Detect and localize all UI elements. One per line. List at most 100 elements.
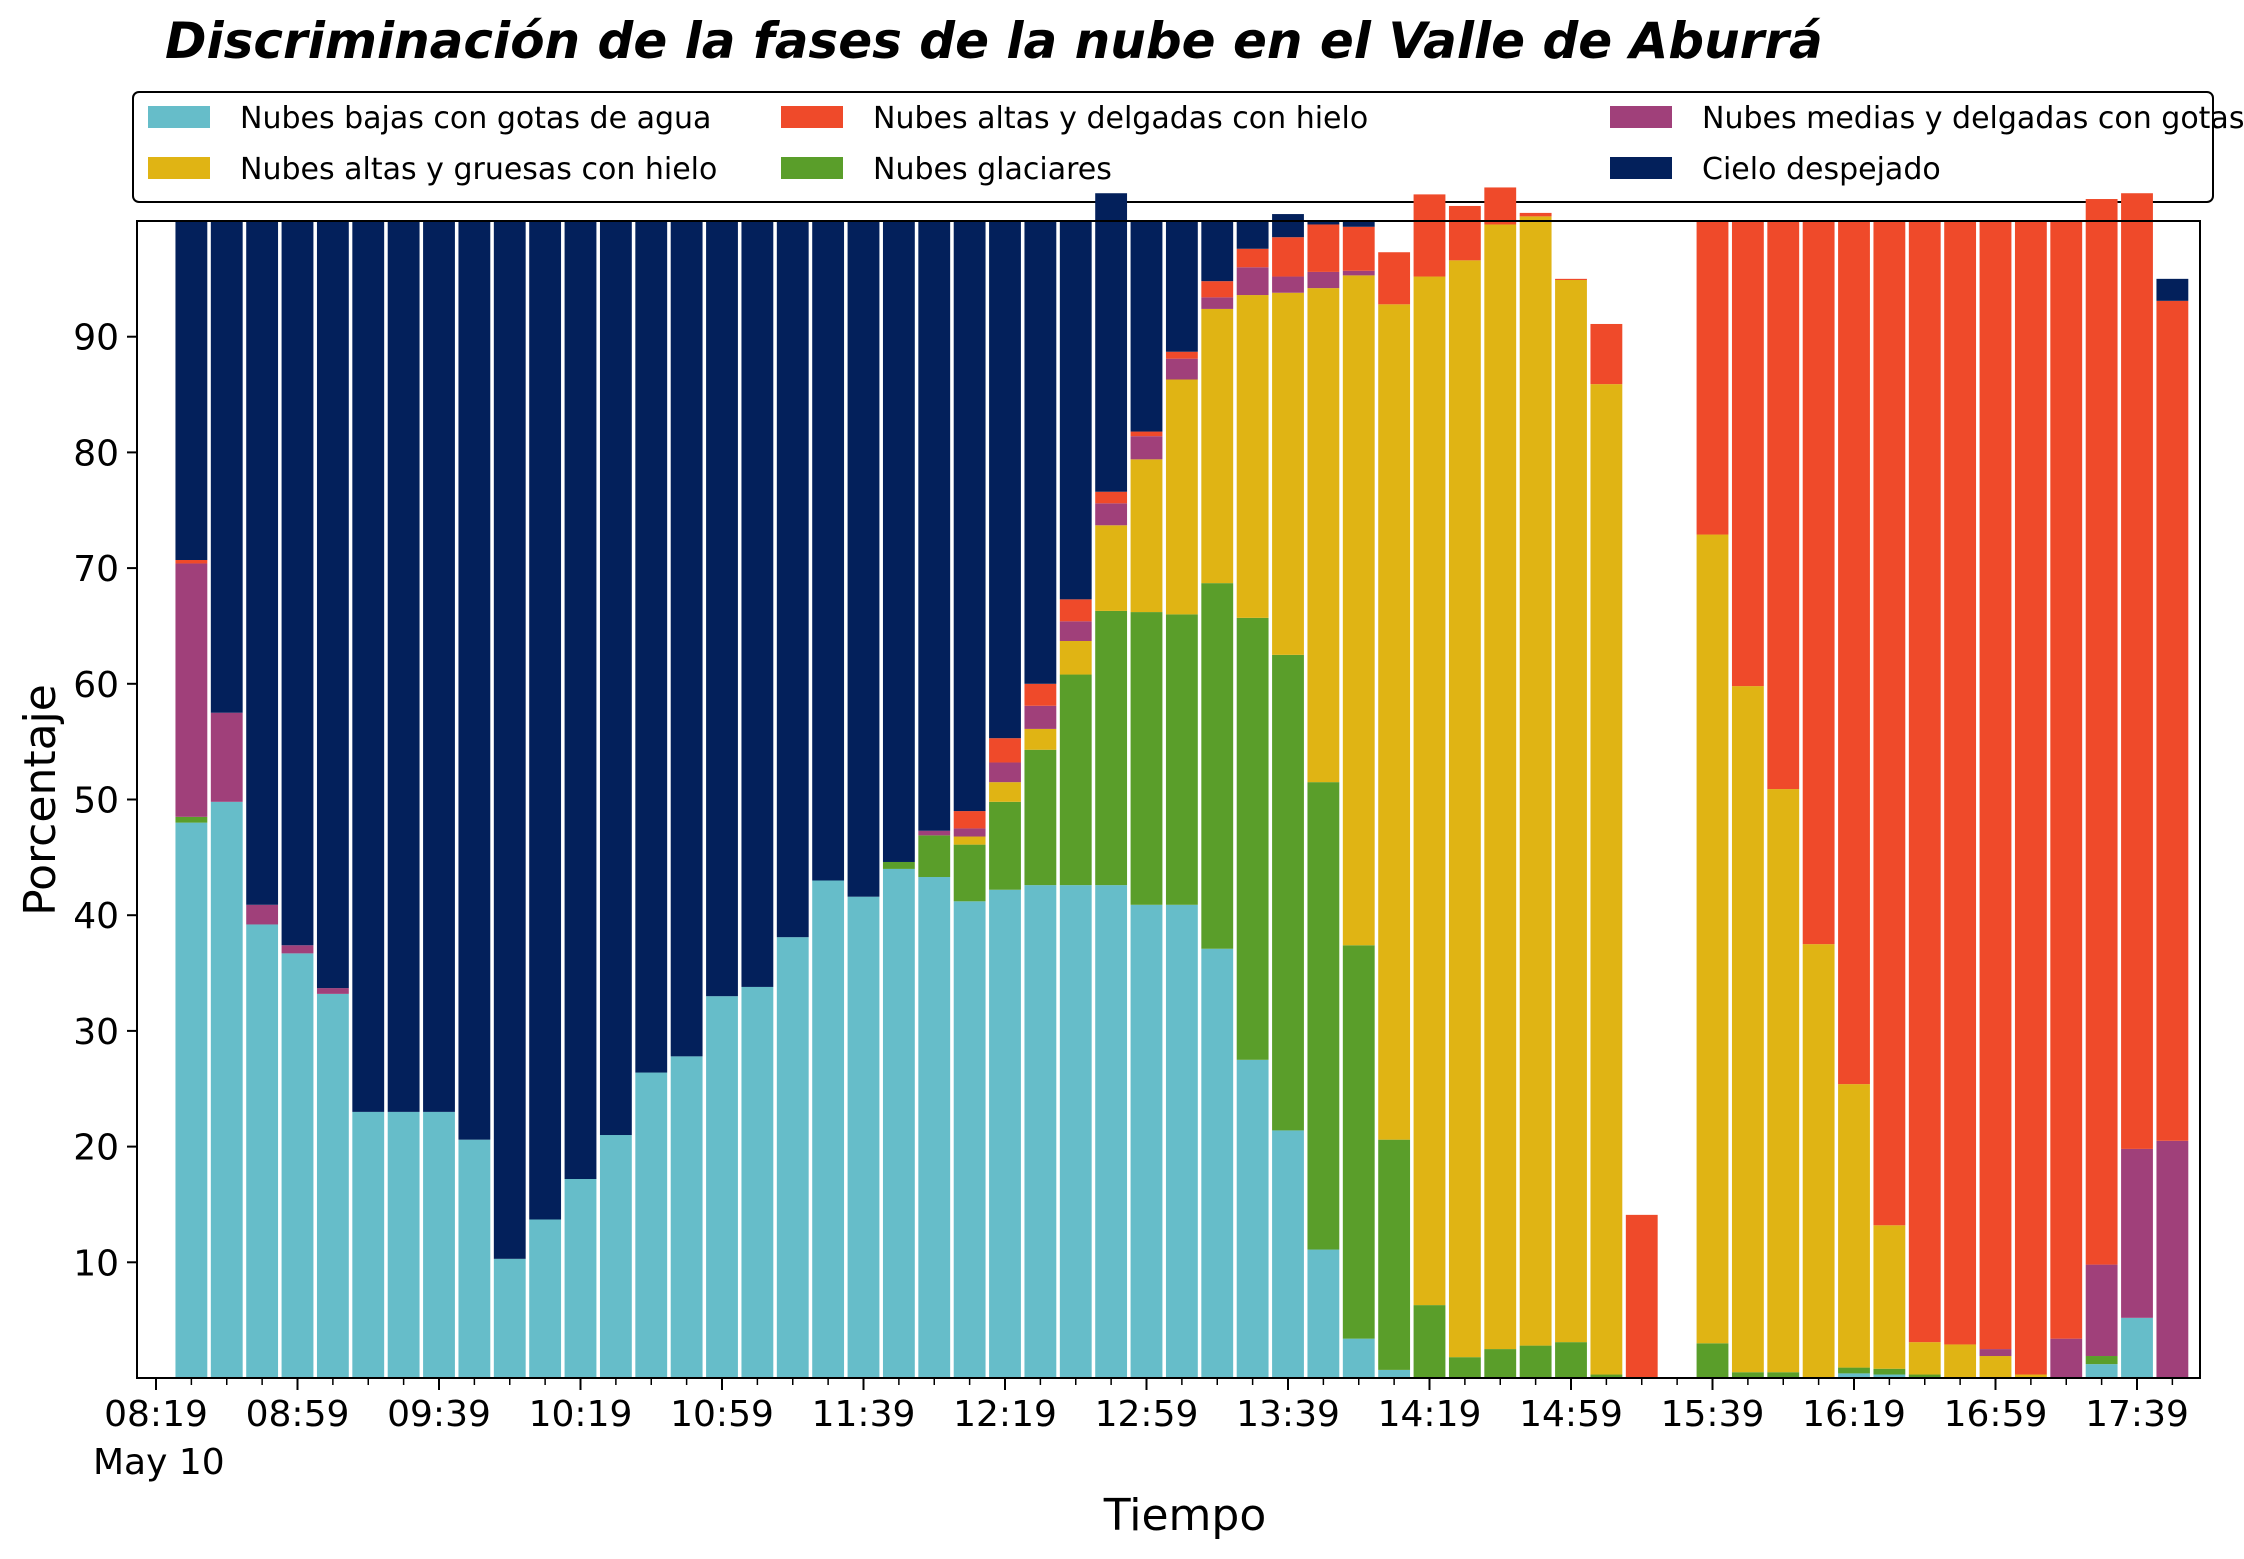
bar-segment-0-11 <box>564 1179 597 1378</box>
bar-segment-0-32 <box>1307 1249 1340 1378</box>
bar-segment-4-28 <box>1165 351 1198 359</box>
bar-segment-2-43 <box>1696 534 1729 1344</box>
legend: Nubes bajas con gotas de agua Nubes altas… <box>132 91 2244 203</box>
legend-swatch-4 <box>781 106 843 128</box>
bar-segment-4-43 <box>1696 221 1729 535</box>
bar-segment-4-51 <box>1979 221 2012 1350</box>
bar-segment-5-25 <box>1059 221 1092 600</box>
bar-segment-4-46 <box>1802 221 1835 945</box>
x-tick-label-2: 09:39 <box>387 1394 491 1435</box>
bar-segment-2-22 <box>953 836 986 845</box>
bar-segment-5-18 <box>812 221 845 881</box>
bar-segment-3-55 <box>2121 1148 2153 1318</box>
bar-segment-4-50 <box>1944 221 1977 1345</box>
bar-segment-1-25 <box>1059 674 1092 886</box>
legend-label-5: Cielo despejado <box>1702 152 1941 187</box>
bar-segment-5-21 <box>918 221 951 831</box>
bar-segment-4-53 <box>2050 221 2083 1339</box>
bar-segment-0-18 <box>812 880 845 1378</box>
bar-segment-5-10 <box>529 221 562 1220</box>
bar-segment-0-1 <box>210 801 243 1378</box>
bar-segment-5-24 <box>1024 221 1057 684</box>
bar-segment-5-13 <box>635 221 668 1073</box>
bar-segment-5-5 <box>352 221 385 1112</box>
bar-segment-3-26 <box>1095 503 1128 526</box>
bar-segment-5-26 <box>1095 193 1128 492</box>
bars-group <box>175 187 2189 1379</box>
bar-segment-5-29 <box>1201 221 1234 282</box>
bar-segment-4-38 <box>1519 212 1552 217</box>
bar-segment-4-34 <box>1378 252 1411 305</box>
bar-segment-3-28 <box>1165 358 1198 380</box>
x-tick-label-4: 10:59 <box>670 1394 774 1435</box>
bar-segment-0-48 <box>1873 1374 1906 1378</box>
bar-segment-3-30 <box>1236 267 1269 296</box>
bar-segment-5-14 <box>670 221 703 1057</box>
bar-segment-0-0 <box>175 822 208 1378</box>
bar-segment-0-7 <box>423 1111 455 1378</box>
bar-segment-0-14 <box>670 1056 703 1378</box>
bar-segment-4-35 <box>1413 194 1446 277</box>
legend-swatch-0 <box>148 106 210 128</box>
y-tick-label-6: 70 <box>73 549 119 590</box>
bar-segment-1-48 <box>1873 1368 1906 1375</box>
bar-segment-4-45 <box>1767 221 1800 790</box>
legend-label-1: Nubes glaciares <box>873 152 1112 187</box>
bar-segment-1-35 <box>1413 1305 1446 1378</box>
bar-segment-2-35 <box>1413 276 1446 1306</box>
bar-segment-3-24 <box>1024 705 1057 729</box>
bar-segment-2-27 <box>1130 459 1163 613</box>
bar-segment-3-22 <box>953 828 986 837</box>
bar-segment-3-2 <box>246 904 279 925</box>
x-tick-label-11: 15:39 <box>1661 1394 1765 1435</box>
bar-segment-5-3 <box>281 221 314 946</box>
x-tick-label-12: 16:19 <box>1802 1394 1906 1435</box>
bar-segment-4-48 <box>1873 221 1906 1226</box>
bar-segment-2-48 <box>1873 1225 1906 1369</box>
bar-segment-0-25 <box>1059 885 1092 1378</box>
y-axis: 10 20 30 40 50 60 70 80 90 <box>73 318 137 1284</box>
bar-segment-4-24 <box>1024 683 1057 706</box>
x-tick-label-1: 08:59 <box>246 1394 350 1435</box>
bar-segment-3-23 <box>989 762 1021 783</box>
bar-segment-0-8 <box>458 1139 491 1378</box>
bar-segment-1-33 <box>1342 945 1375 1339</box>
bar-segment-5-1 <box>210 221 243 713</box>
bar-segment-1-23 <box>989 801 1021 890</box>
bar-segment-2-40 <box>1590 384 1623 1375</box>
x-axis-label: Tiempo <box>1103 1490 1267 1541</box>
x-tick-label-0: 08:19 <box>104 1394 208 1435</box>
bar-segment-0-31 <box>1272 1130 1304 1378</box>
bar-segment-1-27 <box>1130 612 1163 905</box>
bar-segment-1-47 <box>1838 1367 1870 1374</box>
bar-segment-1-34 <box>1378 1139 1411 1370</box>
bar-segment-1-32 <box>1307 782 1340 1250</box>
bar-segment-1-24 <box>1024 749 1057 886</box>
bar-segment-0-23 <box>989 889 1021 1378</box>
bar-segment-1-26 <box>1095 610 1128 886</box>
bar-segment-1-31 <box>1272 654 1304 1131</box>
bar-segment-2-24 <box>1024 728 1057 750</box>
bar-segment-5-20 <box>882 221 915 862</box>
x-date-label: May 10 <box>93 1442 225 1483</box>
bar-segment-1-22 <box>953 844 986 902</box>
bar-segment-4-56 <box>2156 300 2189 1141</box>
bar-segment-1-45 <box>1767 1372 1800 1378</box>
bar-segment-4-37 <box>1484 187 1517 225</box>
bar-segment-4-52 <box>2014 221 2047 1375</box>
bar-segment-5-15 <box>706 221 738 997</box>
bar-segment-0-30 <box>1236 1059 1269 1378</box>
bar-segment-1-0 <box>175 816 208 823</box>
bar-segment-4-54 <box>2085 199 2118 1265</box>
x-tick-label-5: 11:39 <box>812 1394 916 1435</box>
bar-segment-0-19 <box>847 896 880 1378</box>
bar-segment-2-25 <box>1059 640 1092 675</box>
y-tick-label-4: 50 <box>73 781 119 822</box>
bar-segment-2-29 <box>1201 308 1234 584</box>
y-tick-label-2: 30 <box>73 1012 119 1053</box>
bar-segment-4-36 <box>1448 205 1481 261</box>
bar-segment-4-26 <box>1095 491 1128 504</box>
bar-segment-4-33 <box>1342 226 1375 271</box>
bar-segment-4-23 <box>989 738 1021 763</box>
bar-segment-2-47 <box>1838 1084 1870 1368</box>
